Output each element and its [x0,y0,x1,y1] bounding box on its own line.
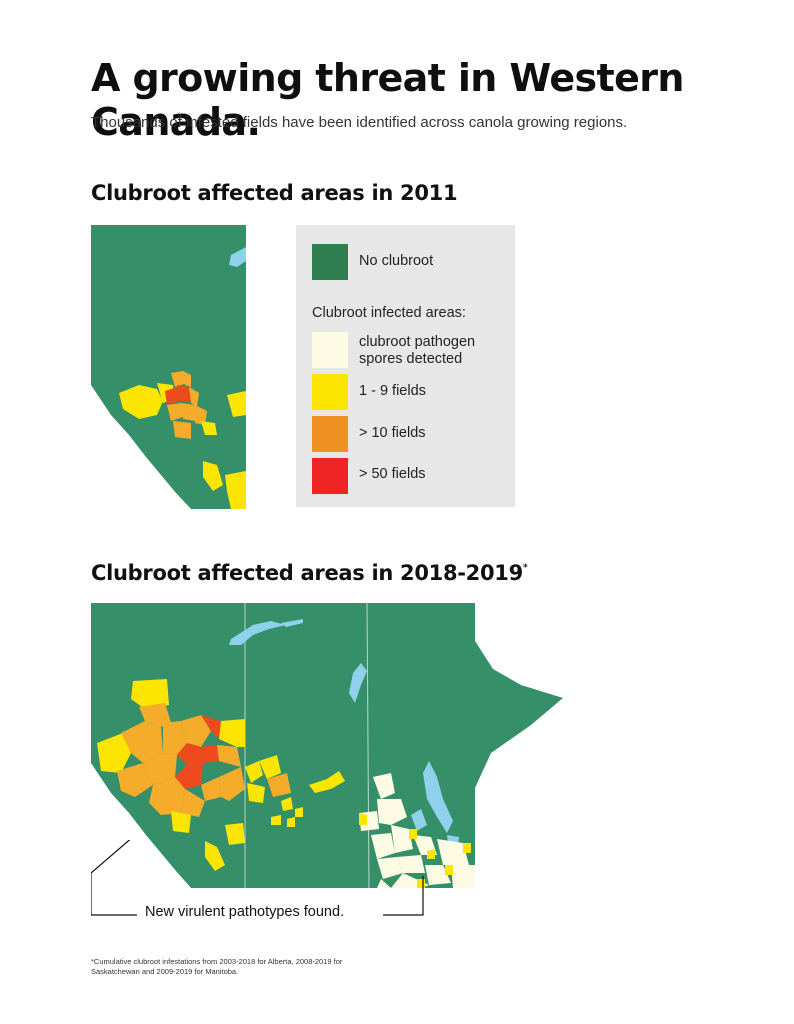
bc-area [91,385,191,509]
legend-swatch-50 [312,458,348,494]
callout-text: New virulent pathotypes found. [143,904,347,920]
page-title: A growing threat in Western Canada. [91,56,684,144]
legend-infected-heading: Clubroot infected areas: [312,305,466,321]
page-subtitle: Thousands of infested fields have been i… [91,114,628,131]
legend-swatch-1-9 [312,374,348,410]
legend-label-10: > 10 fields [359,425,426,441]
lake-athabasca [229,247,246,267]
callout-leader [91,840,424,916]
lake-winnipeg [423,761,453,833]
reindeer-lake [349,663,367,703]
infected-regions-2018 [97,679,345,871]
map-2011 [91,225,246,509]
legend-swatch-no-clubroot [312,244,348,280]
legend-swatch-10 [312,416,348,452]
legend-label-50: > 50 fields [359,466,426,482]
legend-label-spores-line2: spores detected [359,351,463,367]
legend-label-1-9: 1 - 9 fields [359,383,426,399]
legend-label-spores: clubroot pathogen spores detected [359,334,475,368]
section-heading-2011: Clubroot affected areas in 2011 [91,181,458,205]
legend-panel: No clubroot Clubroot infected areas: clu… [296,225,515,507]
lake-athabasca-2 [229,621,286,645]
spore-regions-manitoba [359,773,475,888]
sk-mb-border [366,603,370,888]
section-heading-2018-2019: Clubroot affected areas in 2018-2019* [91,561,528,585]
map-2018-2019 [91,603,563,888]
section-heading-mark: * [522,563,528,573]
footnote: *Cumulative clubroot infestations from 2… [91,957,343,976]
infected-regions-manitoba [359,813,471,888]
legend-label-no-clubroot: No clubroot [359,253,434,269]
section-heading-2018-2019-text: Clubroot affected areas in 2018-2019 [91,561,523,585]
legend-swatch-spores [312,332,348,368]
infected-regions-2011 [119,371,246,509]
legend-label-spores-line1: clubroot pathogen [359,334,476,350]
